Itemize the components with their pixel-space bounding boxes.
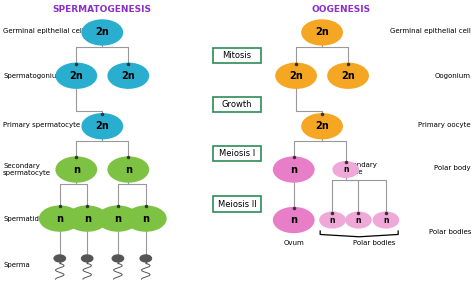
- Circle shape: [328, 64, 368, 88]
- Text: Meiosis I: Meiosis I: [219, 149, 255, 158]
- Text: Germinal epithelial cell: Germinal epithelial cell: [390, 28, 471, 34]
- Circle shape: [109, 157, 148, 182]
- Circle shape: [82, 114, 122, 138]
- Circle shape: [112, 255, 124, 262]
- Text: n: n: [290, 215, 297, 225]
- Text: Primary spermatocyte: Primary spermatocyte: [3, 122, 80, 128]
- Circle shape: [98, 206, 138, 231]
- Text: 2n: 2n: [289, 71, 303, 81]
- Text: 2n: 2n: [69, 71, 83, 81]
- Circle shape: [67, 206, 107, 231]
- Text: n: n: [73, 164, 80, 175]
- Text: Sperma: Sperma: [3, 262, 30, 268]
- Text: Polar body: Polar body: [434, 165, 471, 171]
- Text: Mitosis: Mitosis: [222, 51, 252, 60]
- Circle shape: [82, 20, 122, 45]
- Text: Ovum: Ovum: [283, 240, 304, 246]
- Text: n: n: [114, 214, 121, 224]
- Circle shape: [333, 162, 358, 177]
- Text: n: n: [383, 215, 389, 224]
- Text: n: n: [356, 215, 361, 224]
- Text: n: n: [330, 215, 335, 224]
- Text: Primary oocyte: Primary oocyte: [419, 122, 471, 128]
- Text: n: n: [84, 214, 91, 224]
- Text: Germinal epithelial cell: Germinal epithelial cell: [3, 28, 84, 34]
- FancyBboxPatch shape: [213, 196, 261, 212]
- Text: n: n: [142, 214, 149, 224]
- Text: n: n: [125, 164, 132, 175]
- Circle shape: [374, 213, 398, 228]
- Text: Spermatid: Spermatid: [3, 215, 39, 222]
- Circle shape: [56, 157, 96, 182]
- Text: 2n: 2n: [341, 71, 355, 81]
- Circle shape: [126, 206, 165, 231]
- Text: Secondary
oocyte: Secondary oocyte: [340, 162, 377, 175]
- FancyBboxPatch shape: [213, 48, 261, 63]
- FancyBboxPatch shape: [213, 146, 261, 162]
- Text: n: n: [343, 165, 348, 174]
- Text: SPERMATOGENESIS: SPERMATOGENESIS: [53, 5, 152, 14]
- Text: n: n: [290, 164, 297, 175]
- Text: 2n: 2n: [95, 121, 109, 131]
- Circle shape: [302, 20, 342, 45]
- Text: Secondary
spermatocyte: Secondary spermatocyte: [3, 163, 51, 176]
- Text: 2n: 2n: [315, 28, 329, 37]
- Text: Oogonium: Oogonium: [435, 73, 471, 79]
- Circle shape: [54, 255, 65, 262]
- Text: 2n: 2n: [121, 71, 135, 81]
- Text: Spermatogonium: Spermatogonium: [3, 73, 63, 79]
- Circle shape: [56, 64, 96, 88]
- Text: Growth: Growth: [222, 100, 252, 109]
- Text: n: n: [56, 214, 63, 224]
- Circle shape: [346, 213, 371, 228]
- Circle shape: [302, 114, 342, 138]
- FancyBboxPatch shape: [213, 97, 261, 113]
- Text: 2n: 2n: [315, 121, 329, 131]
- Text: OOGENESIS: OOGENESIS: [311, 5, 371, 14]
- Circle shape: [320, 213, 345, 228]
- Text: 2n: 2n: [95, 28, 109, 37]
- Circle shape: [274, 208, 314, 232]
- Text: Polar bodies: Polar bodies: [353, 240, 395, 246]
- Text: Polar bodies: Polar bodies: [428, 229, 471, 235]
- Circle shape: [40, 206, 80, 231]
- Circle shape: [276, 64, 316, 88]
- Text: Meiosis II: Meiosis II: [218, 200, 256, 209]
- Circle shape: [82, 255, 93, 262]
- Circle shape: [140, 255, 152, 262]
- Circle shape: [274, 157, 314, 182]
- Circle shape: [109, 64, 148, 88]
